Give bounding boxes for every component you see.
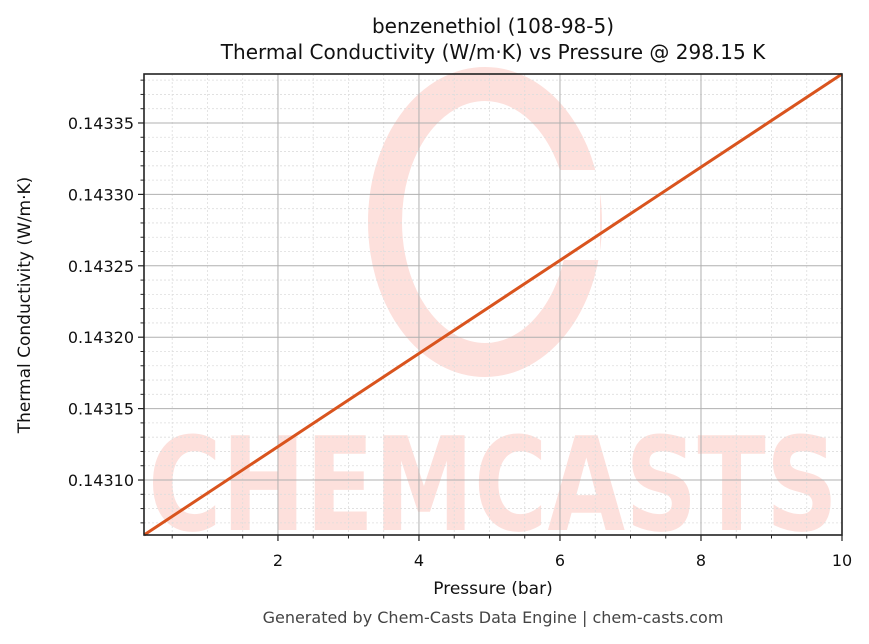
y-tick-label: 0.14310 xyxy=(68,471,134,490)
y-tick-label: 0.14335 xyxy=(68,114,134,133)
chart-title: benzenethiol (108-98-5) xyxy=(371,14,615,38)
minor-grid xyxy=(144,74,842,535)
x-tick-label: 2 xyxy=(273,551,283,570)
data-series xyxy=(143,72,843,537)
y-tick-label: 0.14330 xyxy=(68,185,134,204)
watermark-text: CHEMCASTS xyxy=(148,409,838,561)
x-axis: 2 4 6 8 10 xyxy=(171,535,852,570)
footer-credit: Generated by Chem-Casts Data Engine | ch… xyxy=(262,608,724,627)
y-tick-label: 0.14325 xyxy=(68,257,134,276)
y-tick-label: 0.14315 xyxy=(68,400,134,419)
x-tick-label: 4 xyxy=(414,551,424,570)
series-line xyxy=(143,72,843,537)
x-axis-label: Pressure (bar) xyxy=(433,579,552,599)
y-axis-label: Thermal Conductivity (W/m·K) xyxy=(15,177,35,435)
x-tick-label: 10 xyxy=(832,551,852,570)
x-tick-label: 8 xyxy=(696,551,706,570)
y-axis: 0.14310 0.14315 0.14320 0.14325 0.14330 0.143… xyxy=(68,79,144,524)
watermark-logo: CHEMCASTS xyxy=(148,67,838,561)
x-tick-label: 6 xyxy=(555,551,565,570)
plot-frame xyxy=(143,73,843,536)
chart-subtitle: Thermal Conductivity (W/m·K) vs Pressure… xyxy=(220,40,766,64)
y-tick-label: 0.14320 xyxy=(68,328,134,347)
